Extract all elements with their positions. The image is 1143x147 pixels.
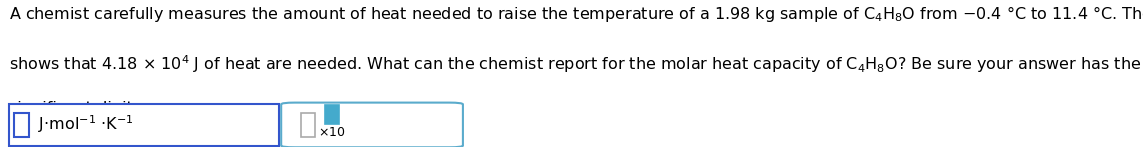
Text: shows that 4.18 × 10$^4$ J of heat are needed. What can the chemist report for t: shows that 4.18 × 10$^4$ J of heat are n… [9,53,1143,75]
FancyBboxPatch shape [301,113,315,137]
Text: A chemist carefully measures the amount of heat needed to raise the temperature : A chemist carefully measures the amount … [9,4,1143,24]
Text: $\times$10: $\times$10 [318,126,345,139]
FancyBboxPatch shape [14,113,29,137]
FancyBboxPatch shape [281,103,463,147]
FancyBboxPatch shape [9,104,279,146]
Text: significant digits.: significant digits. [9,101,146,116]
Text: J$\cdot$mol$^{-1}$ $\cdot$K$^{-1}$: J$\cdot$mol$^{-1}$ $\cdot$K$^{-1}$ [38,113,134,135]
FancyBboxPatch shape [325,105,339,124]
